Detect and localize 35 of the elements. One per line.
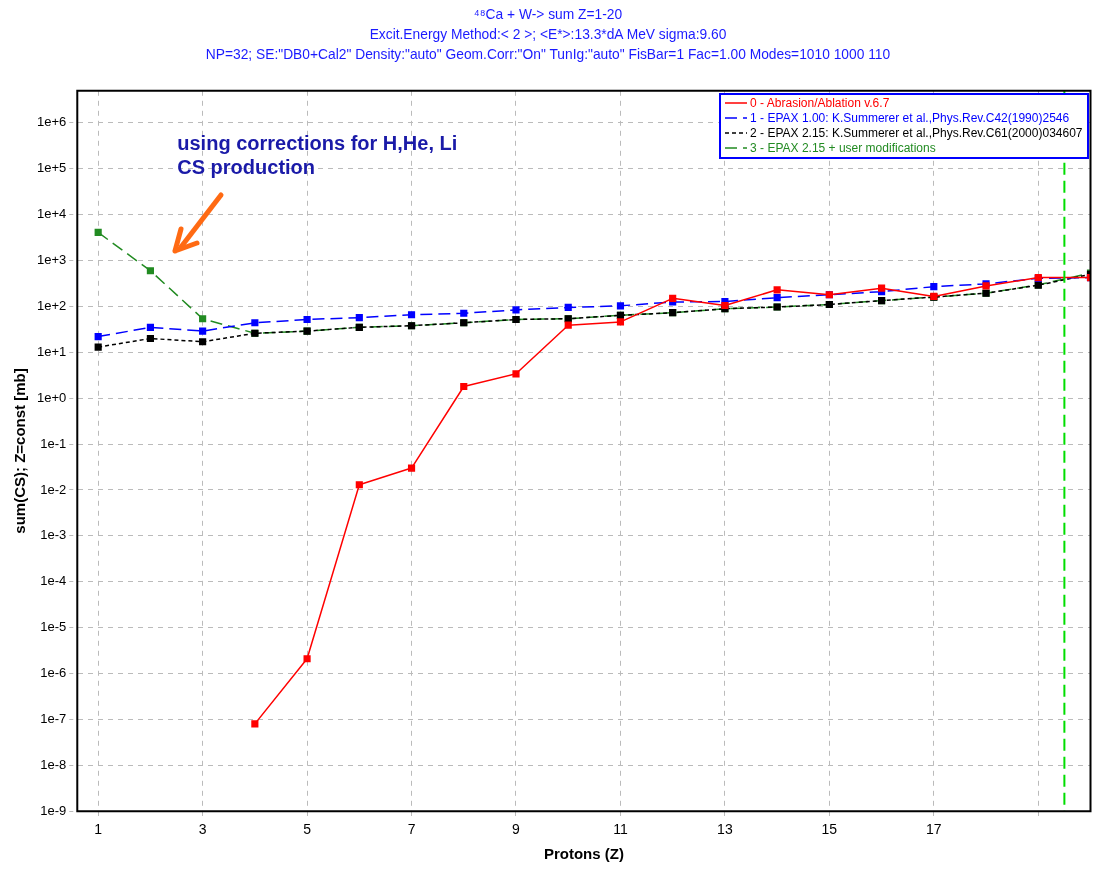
- chart-subtitle: Excit.Energy Method:< 2 >; <E*>:13.3*dA MeV sigma:9.60: [368, 24, 728, 44]
- x-tick-label: 3: [198, 821, 207, 838]
- y-tick-label: 1e+4: [36, 206, 67, 222]
- y-tick-label: 1e-1: [40, 435, 67, 451]
- y-tick-label: 1e+2: [36, 298, 67, 314]
- y-tick-label: 1e+5: [36, 160, 67, 176]
- chart-title: ⁴⁸Ca + W-> sum Z=1-20: [472, 4, 624, 24]
- y-tick-label: 1e-8: [40, 756, 67, 772]
- legend-label: 3 - EPAX 2.15 + user modifications: [750, 140, 936, 156]
- x-tick-label: 7: [407, 821, 416, 838]
- y-tick-label: 1e-7: [40, 711, 67, 726]
- legend-label: 0 - Abrasion/Ablation v.6.7: [750, 95, 890, 111]
- x-tick-label: 1: [94, 821, 103, 838]
- x-tick-label: 15: [821, 821, 838, 838]
- text: NP=32; SE:"DB0+Cal2" Density:"auto" Geom.Corr:"On" TunIg:"auto" FisBar=1 Fac=1.00 Modes=1010 1000 110: [204, 44, 892, 64]
- x-tick-label: 17: [926, 821, 942, 838]
- x-tick-label: 5: [303, 821, 312, 838]
- y-tick-label: 1e-3: [40, 527, 67, 543]
- x-axis-title: Protons (Z): [543, 845, 624, 863]
- legend-label: 2 - EPAX 2.15: K.Summerer et al.,Phys.Rev.C61(2000)034607: [750, 125, 1083, 141]
- y-tick-label: 1e-6: [40, 665, 67, 681]
- y-tick-label: 1e+3: [36, 252, 67, 268]
- x-tick-label: 9: [512, 821, 521, 838]
- y-tick-label: 1e-2: [40, 481, 67, 497]
- y-tick-label: 1e-5: [40, 619, 67, 635]
- y-tick-label: 1e+0: [36, 389, 67, 405]
- x-tick-label: 11: [613, 821, 628, 838]
- y-tick-label: 1e-9: [40, 802, 67, 818]
- x-tick-label: 13: [717, 821, 733, 838]
- y-tick-label: 1e+1: [36, 343, 67, 359]
- y-axis-title: sum(CS); Z=const [mb]: [11, 368, 29, 534]
- y-tick-label: 1e+6: [36, 114, 67, 130]
- legend-label: 1 - EPAX 1.00: K.Summerer et al.,Phys.Rev.C42(1990)2546: [750, 110, 1070, 126]
- annotation: using corrections for H,He, Li CS production: [177, 130, 458, 179]
- y-tick-label: 1e-4: [40, 573, 67, 589]
